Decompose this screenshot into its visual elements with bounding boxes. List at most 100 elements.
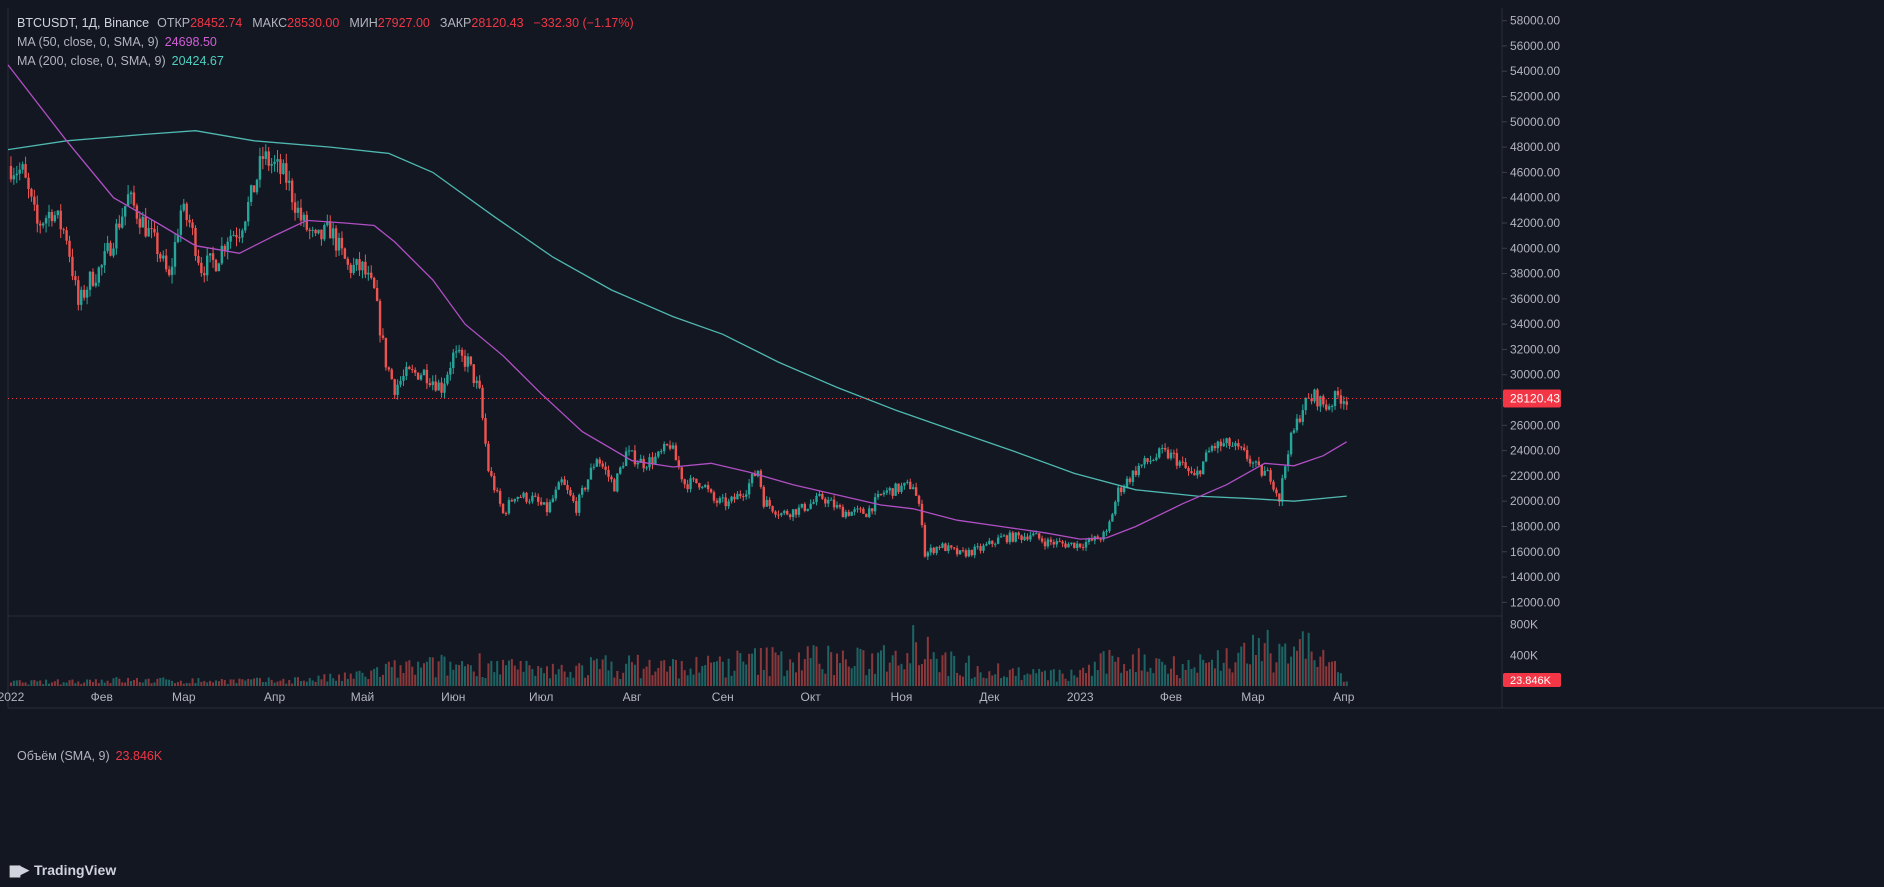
candle-body [1169,452,1173,459]
candle-body [305,214,308,230]
tradingview-logo[interactable]: ▆▶ TradingView [10,860,116,880]
candle-body [982,545,985,551]
time-tick-label[interactable]: Авг [623,690,642,704]
time-tick-label[interactable]: Фев [1160,690,1182,704]
candle-body [1081,546,1085,548]
candle-body [935,546,938,554]
candle-body [701,486,704,488]
price-tick-label: 12000.00 [1510,595,1560,609]
price-tick-label: 32000.00 [1510,342,1560,356]
candle-body [1202,461,1205,475]
volume-bar [534,675,537,686]
time-tick-label[interactable]: Дек [979,690,1000,704]
high-value: 28530.00 [287,16,340,30]
candle-body [704,485,707,487]
candle-body [657,451,660,457]
volume-bar [446,675,449,686]
time-tick-label[interactable]: Апр [1333,690,1355,704]
time-tick-label[interactable]: Окт [801,690,822,704]
volume-bar [938,672,941,686]
volume-bar [671,659,674,686]
candle-body [62,229,65,231]
candle-body [1076,543,1079,548]
time-tick-label[interactable]: 2023 [1067,690,1094,704]
time-tick-label[interactable]: Ноя [891,690,913,704]
candle-body [692,478,695,480]
volume-bar [428,657,431,686]
candle-body [141,216,144,228]
volume-bar [1038,668,1041,686]
time-tick-label[interactable]: Мар [1241,690,1265,704]
volume-bar [639,678,642,686]
ma200-line[interactable] [7,130,1347,502]
candle-body [1114,501,1117,515]
candle-body [885,490,889,493]
volume-bar [1090,675,1093,686]
candle-body [791,509,795,518]
candle-body [446,374,449,384]
volume-legend[interactable]: Объём (SMA, 9) 23.846K [17,749,162,763]
volume-bar [381,674,384,686]
volume-bar [379,676,382,686]
candle-body [964,550,968,557]
time-tick-label[interactable]: Мар [172,690,196,704]
candle-body [610,476,613,480]
candle-body [554,489,557,499]
volume-bar [94,679,97,686]
candle-body [223,245,226,251]
volume-bar [991,675,994,686]
volume-bar [903,669,906,686]
candle-body [1322,396,1325,405]
volume-bar [818,663,821,686]
candle-body [695,478,698,484]
volume-bar [115,677,118,686]
price-tick-label: 36000.00 [1510,292,1560,306]
time-tick-label[interactable]: Май [351,690,375,704]
volume-bar [727,658,730,686]
volume-bar [707,655,710,686]
candle-body [586,479,590,490]
ma200-legend-row[interactable]: MA (200, close, 0, SMA, 9) 20424.67 [17,52,644,71]
volume-bar [171,680,174,686]
volume-bar [1011,668,1014,686]
time-tick-label[interactable]: Апр [264,690,286,704]
ma50-legend-row[interactable]: MA (50, close, 0, SMA, 9) 24698.50 [17,33,644,52]
symbol-label[interactable]: BTCUSDT, 1Д, Binance [17,16,150,30]
candle-body [425,369,429,384]
volume-bar [323,674,326,686]
candle-body [856,508,859,510]
candle-body [238,237,241,239]
volume-bar [1044,670,1047,686]
volume-bar [33,679,36,686]
time-tick-label[interactable]: Июн [441,690,465,704]
volume-bar [165,679,168,686]
volume-bar [1023,674,1026,686]
volume-bar [153,682,156,686]
candle-body [1011,532,1014,542]
volume-bar [953,655,956,686]
candle-body [821,493,824,499]
volume-bar [1313,660,1316,686]
volume-bar [437,661,440,686]
time-tick-label[interactable]: Июл [529,690,553,704]
time-tick-label[interactable]: Сен [712,690,734,704]
volume-bar [809,658,812,686]
price-tick-label: 52000.00 [1510,90,1560,104]
current-price-tag-label: 28120.43 [1510,391,1560,405]
volume-bar [1172,656,1175,686]
volume-bar [683,670,686,686]
candle-body [1073,542,1076,548]
candle-body [484,418,487,444]
volume-bar [768,676,771,686]
time-tick-label[interactable]: Фев [91,690,113,704]
candle-body [1128,478,1132,483]
volume-bar [997,663,1000,686]
time-tick-label[interactable]: 2022 [0,690,25,704]
volume-bar [554,674,557,686]
volume-bar [15,680,18,686]
candle-body [630,450,634,452]
ma50-line[interactable] [7,64,1348,540]
price-tick-label: 46000.00 [1510,165,1560,179]
volume-bar [929,659,932,686]
